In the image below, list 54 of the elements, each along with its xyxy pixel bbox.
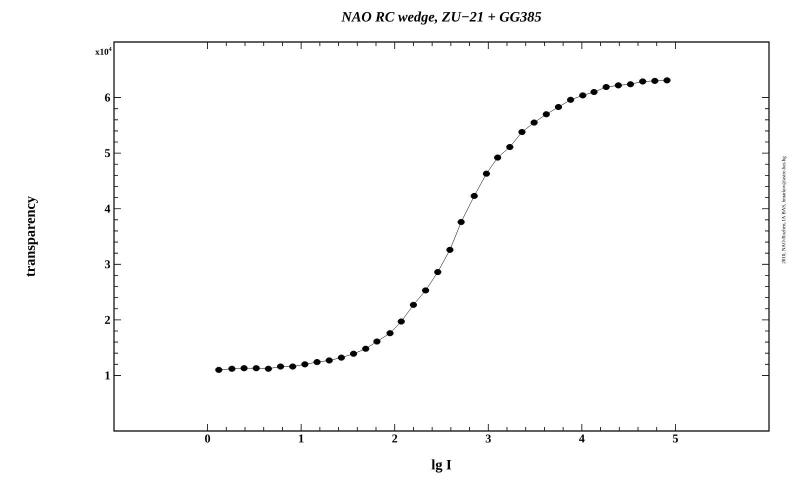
point bbox=[215, 366, 222, 373]
point bbox=[240, 365, 248, 372]
point bbox=[614, 82, 622, 88]
point bbox=[326, 357, 333, 364]
chart-title: NAO RC wedge, ZU−21 + GG385 bbox=[341, 12, 542, 25]
point bbox=[567, 96, 574, 103]
x-axis-title: lg I bbox=[432, 459, 452, 473]
y-axis-title: transparency bbox=[26, 196, 38, 277]
point bbox=[506, 144, 514, 150]
point bbox=[494, 154, 502, 161]
point bbox=[639, 78, 646, 84]
point bbox=[362, 346, 370, 352]
point bbox=[542, 111, 550, 118]
point bbox=[301, 361, 308, 368]
x-tick-label: 5 bbox=[672, 434, 678, 442]
x-tick-label: 4 bbox=[579, 434, 585, 442]
point bbox=[276, 364, 284, 370]
point bbox=[386, 330, 394, 336]
text: x10$^{4}$ bbox=[95, 46, 112, 55]
point bbox=[663, 77, 671, 84]
point bbox=[410, 302, 418, 308]
point bbox=[373, 338, 381, 345]
point bbox=[458, 219, 465, 226]
point bbox=[338, 354, 345, 361]
y-tick-label: 6 bbox=[104, 94, 110, 102]
point bbox=[482, 170, 490, 177]
point bbox=[446, 246, 454, 253]
point bbox=[470, 192, 478, 199]
point bbox=[590, 88, 598, 96]
y-tick-label: 2 bbox=[105, 316, 110, 324]
point bbox=[518, 128, 526, 136]
x-tick-label: 2 bbox=[392, 434, 398, 442]
x-tick-label: 0 bbox=[205, 434, 210, 443]
point bbox=[434, 269, 442, 276]
y-tick-label: 4 bbox=[104, 204, 110, 213]
point bbox=[651, 78, 658, 84]
point bbox=[422, 287, 430, 294]
point bbox=[602, 84, 610, 90]
point bbox=[313, 359, 321, 366]
y-tick-label: 5 bbox=[104, 149, 110, 158]
x-tick-label: 1 bbox=[299, 434, 304, 442]
point bbox=[289, 364, 296, 370]
point bbox=[228, 366, 236, 372]
point bbox=[350, 350, 358, 357]
y-tick-label: 3 bbox=[104, 260, 110, 268]
x-tick-label: 3 bbox=[486, 434, 491, 443]
y-tick-label: 1 bbox=[105, 371, 110, 380]
point bbox=[264, 366, 272, 372]
point bbox=[579, 92, 586, 98]
point bbox=[626, 81, 634, 88]
point bbox=[252, 365, 260, 372]
point bbox=[398, 318, 405, 325]
point bbox=[554, 104, 562, 110]
point bbox=[530, 120, 538, 126]
